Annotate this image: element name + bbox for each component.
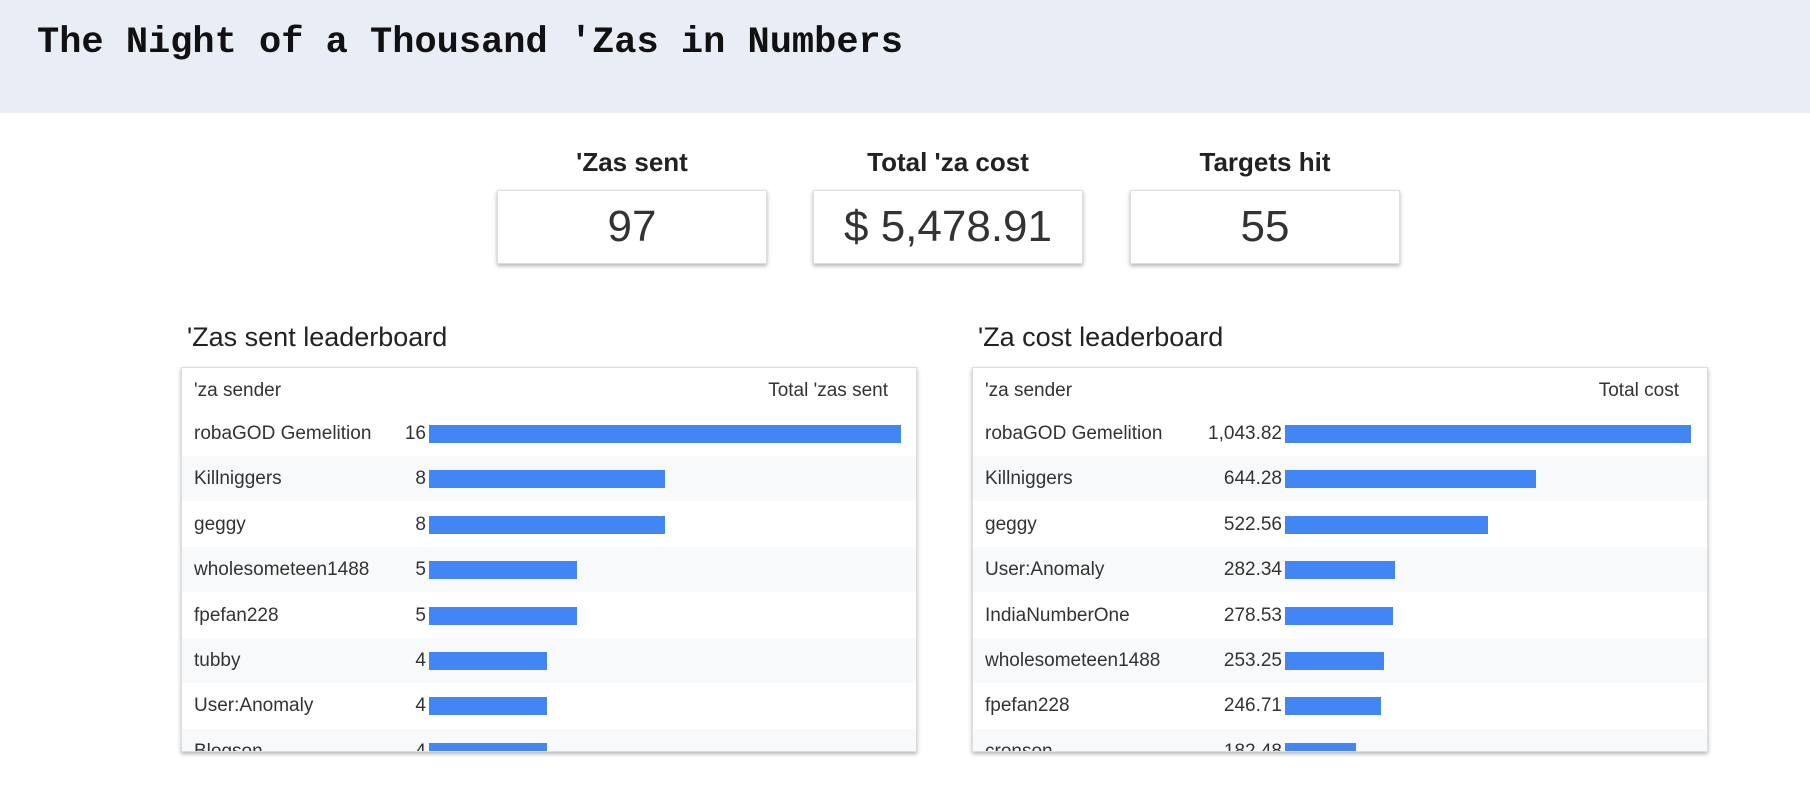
table-row: User:Anomaly 4 bbox=[182, 683, 916, 728]
row-value: 4 bbox=[415, 650, 426, 671]
table-row: wholesometeen1488 5 bbox=[182, 547, 916, 593]
row-value: 253.25 bbox=[1223, 650, 1282, 671]
sender-name: geggy bbox=[985, 513, 1037, 535]
table-row: Killniggers 8 bbox=[182, 456, 916, 502]
row-value: 4 bbox=[415, 695, 426, 717]
row-value: 644.28 bbox=[1223, 468, 1282, 490]
table-row: cronson 182.48 bbox=[973, 728, 1707, 752]
sender-name: tubby bbox=[194, 650, 241, 671]
bar bbox=[429, 425, 901, 443]
row-value: 522.56 bbox=[1223, 513, 1282, 535]
bar bbox=[1285, 425, 1691, 443]
bar bbox=[1285, 606, 1394, 625]
table-row: fpefan228 246.71 bbox=[973, 683, 1707, 728]
bar bbox=[429, 697, 547, 716]
sender-name: fpefan228 bbox=[194, 604, 279, 626]
leaderboard-table: 'za sender Total 'zas sent robaGOD Gemelit… bbox=[181, 367, 917, 752]
row-value: 5 bbox=[415, 604, 426, 626]
bar bbox=[1285, 652, 1384, 670]
row-value: 1,043.82 bbox=[1208, 423, 1282, 444]
table-row: robaGOD Gemelition 16 bbox=[182, 411, 916, 456]
kpi-value: $ 5,478.91 bbox=[813, 190, 1083, 264]
sender-name: fpefan228 bbox=[985, 695, 1070, 717]
bar bbox=[1285, 561, 1395, 580]
row-value: 182.48 bbox=[1223, 740, 1282, 752]
sender-name: robaGOD Gemelition bbox=[194, 423, 372, 444]
row-value: 16 bbox=[404, 423, 426, 444]
sender-name: wholesometeen1488 bbox=[194, 559, 370, 581]
sender-name: cronson bbox=[985, 740, 1053, 752]
row-value: 278.53 bbox=[1223, 604, 1282, 626]
bar bbox=[429, 742, 547, 751]
leaderboard-table: 'za sender Total cost robaGOD Gemelition 1,… bbox=[972, 367, 1708, 752]
sender-name: wholesometeen1488 bbox=[985, 650, 1161, 671]
sender-name: IndiaNumberOne bbox=[985, 604, 1130, 626]
sender-name: geggy bbox=[194, 513, 246, 535]
table-row: IndiaNumberOne 278.53 bbox=[973, 593, 1707, 638]
leaderboard-title: 'Za cost leaderboard bbox=[978, 322, 1224, 352]
bar bbox=[1285, 515, 1489, 534]
table-row: geggy 522.56 bbox=[973, 502, 1707, 547]
leaderboard-title: 'Zas sent leaderboard bbox=[187, 322, 448, 352]
sender-name: User:Anomaly bbox=[194, 695, 314, 717]
bar bbox=[429, 652, 547, 670]
kpi-value: 55 bbox=[1130, 190, 1400, 264]
sender-name: Blogson bbox=[194, 740, 263, 752]
table-row: robaGOD Gemelition 1,043.82 bbox=[973, 411, 1707, 456]
bar bbox=[429, 515, 665, 534]
row-value: 4 bbox=[415, 740, 426, 752]
table-row: wholesometeen1488 253.25 bbox=[973, 638, 1707, 683]
bar bbox=[1285, 697, 1381, 716]
sender-name: User:Anomaly bbox=[985, 559, 1105, 581]
header-row: 'za sender Total cost bbox=[973, 368, 1707, 413]
table-row: geggy 8 bbox=[182, 502, 916, 547]
kpi-label: Targets hit bbox=[1199, 147, 1331, 177]
header: The Night of a Thousand 'Zas in Numbers bbox=[0, 0, 1810, 113]
sender-name: robaGOD Gemelition bbox=[985, 423, 1163, 444]
column-header: 'za sender bbox=[985, 380, 1073, 401]
row-value: 8 bbox=[415, 513, 426, 535]
row-value: 246.71 bbox=[1223, 695, 1282, 717]
row-value: 282.34 bbox=[1223, 559, 1282, 581]
table-row: User:Anomaly 282.34 bbox=[973, 547, 1707, 593]
bar bbox=[1285, 470, 1536, 489]
column-header: Total 'zas sent bbox=[768, 380, 888, 401]
page-title: The Night of a Thousand 'Zas in Numbers bbox=[37, 22, 903, 64]
bar bbox=[429, 561, 577, 580]
table-row: tubby 4 bbox=[182, 638, 916, 683]
sender-name: Killniggers bbox=[194, 468, 282, 490]
column-header: Total cost bbox=[1598, 380, 1679, 401]
kpi-label: 'Zas sent bbox=[576, 147, 688, 177]
table-row: fpefan228 5 bbox=[182, 593, 916, 638]
bar bbox=[429, 606, 577, 625]
sender-name: Killniggers bbox=[985, 468, 1073, 490]
bar bbox=[1285, 742, 1356, 751]
bar bbox=[429, 470, 665, 489]
kpi-label: Total 'za cost bbox=[867, 147, 1029, 177]
row-value: 8 bbox=[415, 468, 426, 490]
column-header: 'za sender bbox=[194, 380, 282, 401]
kpi-value: 97 bbox=[497, 190, 767, 264]
row-value: 5 bbox=[415, 559, 426, 581]
table-row: Blogson 4 bbox=[182, 728, 916, 752]
header-row: 'za sender Total 'zas sent bbox=[182, 368, 916, 413]
table-row: Killniggers 644.28 bbox=[973, 456, 1707, 502]
